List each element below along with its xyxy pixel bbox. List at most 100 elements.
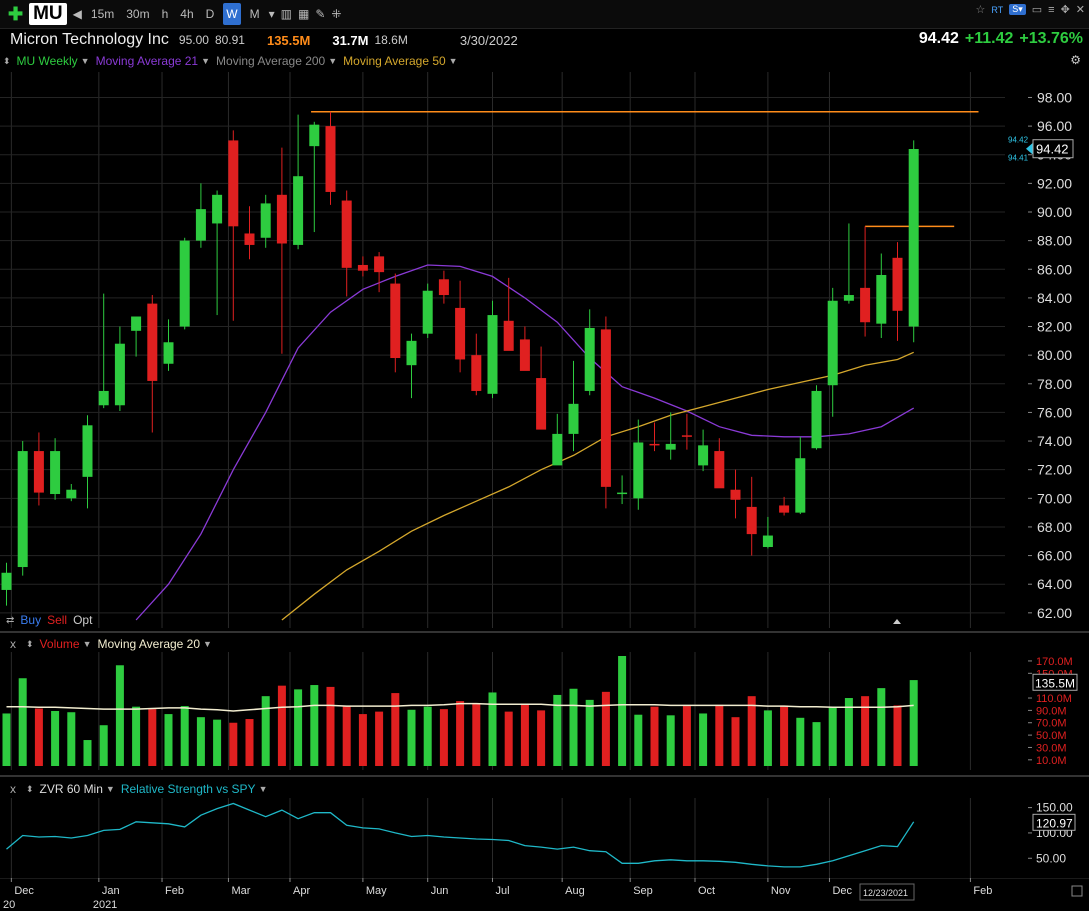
volume-bar bbox=[601, 691, 610, 766]
candle-body bbox=[600, 329, 611, 487]
close-pane-icon[interactable]: x bbox=[10, 637, 16, 651]
volume-bar bbox=[488, 692, 497, 766]
volume-bar bbox=[504, 711, 513, 766]
y-tick-label: 150.00 bbox=[1036, 801, 1073, 815]
tf-15m[interactable]: 15m bbox=[90, 7, 115, 21]
move-icon[interactable]: ✥ bbox=[1060, 4, 1070, 16]
candle-body bbox=[195, 209, 206, 241]
candle-body bbox=[762, 535, 773, 547]
pane-divider[interactable] bbox=[0, 631, 1089, 633]
buy-button[interactable]: Buy bbox=[20, 613, 42, 627]
legend-ma21[interactable]: Moving Average 21 bbox=[95, 54, 199, 68]
volume-bar bbox=[99, 725, 108, 766]
chevron-down-icon[interactable]: ▼ bbox=[105, 784, 115, 794]
candle-body bbox=[811, 390, 822, 449]
last-price-small-label: 94.42 bbox=[1008, 136, 1029, 145]
ticker-input[interactable]: MU bbox=[29, 3, 67, 25]
s-badge-icon[interactable]: S▾ bbox=[1009, 4, 1026, 15]
candle-body bbox=[357, 264, 368, 271]
palette-icon[interactable]: ⚙ bbox=[1070, 53, 1081, 67]
volume-bar bbox=[634, 714, 643, 766]
legend-volume[interactable]: Volume bbox=[39, 637, 80, 651]
settings-icon[interactable]: ⁜ bbox=[331, 7, 342, 21]
add-icon[interactable]: ✚ bbox=[8, 3, 24, 24]
volume-ma-line bbox=[6, 702, 914, 712]
candle-body bbox=[212, 194, 223, 224]
candle-body bbox=[455, 307, 466, 360]
chevron-down-icon[interactable]: ▼ bbox=[80, 56, 90, 66]
legend-zvr[interactable]: ZVR 60 Min bbox=[39, 782, 103, 796]
y-tick-label: 68.00 bbox=[1037, 519, 1072, 535]
resize-icon bbox=[1071, 885, 1083, 897]
chart-type-icon[interactable]: ▥ bbox=[280, 7, 292, 21]
link-icon[interactable]: ≡ bbox=[1048, 3, 1055, 16]
y-tick-label: 76.00 bbox=[1037, 404, 1072, 420]
back-icon[interactable]: ◀ bbox=[72, 7, 82, 21]
tf-m[interactable]: M bbox=[249, 7, 260, 21]
last-rs-box bbox=[1032, 813, 1076, 831]
legend-volume-ma[interactable]: Moving Average 20 bbox=[97, 637, 201, 651]
candle-body bbox=[244, 233, 255, 245]
chevron-down-icon[interactable]: ▼ bbox=[203, 639, 212, 649]
favorite-icon[interactable]: ☆ bbox=[975, 4, 986, 16]
chevron-down-icon[interactable]: ▼ bbox=[82, 639, 92, 649]
y-tick-label: 70.0M bbox=[1036, 718, 1067, 730]
chevron-down-icon[interactable]: ▼ bbox=[448, 56, 458, 66]
close-icon[interactable]: ✕ bbox=[1075, 4, 1085, 16]
last-rs-label: 120.97 bbox=[1036, 816, 1073, 830]
sort-icon[interactable]: ⬍ bbox=[3, 55, 11, 66]
volume-bar bbox=[164, 714, 173, 766]
close-pane-icon[interactable]: x bbox=[10, 782, 16, 796]
volume-bar bbox=[553, 694, 562, 766]
y-tick-label: 90.00 bbox=[1037, 204, 1072, 220]
volume-bar bbox=[2, 713, 11, 766]
candle-body bbox=[309, 124, 320, 147]
toolbar: ✚ MU ◀ 15m 30m h 4h D W M ▾ ▥ ▦ ✎ ⁜ ☆ RT… bbox=[0, 0, 1089, 29]
y-tick-label: 74.00 bbox=[1037, 433, 1072, 449]
window-icon[interactable]: ▭ bbox=[1031, 4, 1043, 16]
volume-bar bbox=[115, 665, 124, 766]
volume-bar bbox=[358, 714, 367, 766]
x-tick-label: Jan bbox=[102, 885, 120, 897]
chevron-down-icon[interactable]: ▼ bbox=[258, 784, 268, 794]
tf-30m[interactable]: 30m bbox=[126, 7, 150, 21]
legend-rs[interactable]: Relative Strength vs SPY bbox=[120, 782, 256, 796]
tf-d[interactable]: D bbox=[205, 7, 215, 21]
y-tick-label: 50.0M bbox=[1036, 730, 1067, 742]
indicators-icon[interactable]: ▦ bbox=[298, 7, 310, 21]
volume-bar bbox=[213, 719, 222, 766]
pane-divider[interactable] bbox=[0, 775, 1089, 777]
candle-body bbox=[341, 200, 352, 268]
candle-body bbox=[633, 442, 644, 499]
volume-bar bbox=[585, 699, 594, 766]
sort-icon[interactable]: ⬍ bbox=[26, 783, 34, 794]
candle-body bbox=[374, 256, 385, 273]
volume-bar bbox=[844, 698, 853, 766]
legend-ma200[interactable]: Moving Average 200 bbox=[216, 54, 326, 68]
legend-ma50[interactable]: Moving Average 50 bbox=[343, 54, 446, 68]
volume-chart[interactable]: 10.0M30.0M50.0M70.0M90.0M110.0M150.0M170… bbox=[0, 652, 1089, 770]
chevron-down-icon[interactable]: ▼ bbox=[201, 56, 211, 66]
opt-button[interactable]: Opt bbox=[73, 613, 93, 627]
sort-icon[interactable]: ⬍ bbox=[26, 638, 34, 649]
sell-button[interactable]: Sell bbox=[47, 613, 68, 627]
time-axis[interactable]: Dec Jan Feb Mar Apr May Jun Jul Aug Sep Oct Nov Dec F… bbox=[0, 878, 1089, 911]
tf-h[interactable]: h bbox=[161, 7, 169, 21]
tf-4h[interactable]: 4h bbox=[180, 7, 194, 21]
tf-w[interactable]: W bbox=[223, 3, 241, 25]
chevron-down-icon[interactable]: ▼ bbox=[328, 56, 338, 66]
candle-body bbox=[406, 340, 417, 366]
price-change-pct: +13.76% bbox=[1019, 30, 1083, 47]
candle-body bbox=[730, 489, 741, 500]
legend-series[interactable]: MU Weekly bbox=[16, 54, 78, 68]
draw-icon[interactable]: ✎ bbox=[315, 7, 326, 21]
candle-body bbox=[681, 435, 692, 437]
trade-icon[interactable]: ⇄ bbox=[6, 614, 15, 626]
candle-body bbox=[114, 343, 125, 406]
date-marker-label: 12/23/2021 bbox=[863, 888, 908, 898]
timeframe-dropdown-icon[interactable]: ▾ bbox=[268, 7, 275, 21]
realtime-icon[interactable]: RT bbox=[991, 4, 1004, 15]
price-chart[interactable]: 62.00 64.00 66.00 68.00 70.00 72.00 74.00 76.00… bbox=[0, 72, 1089, 628]
rs-legend: x ⬍ ZVR 60 Min ▼ Relative Strength vs SP… bbox=[0, 780, 267, 798]
